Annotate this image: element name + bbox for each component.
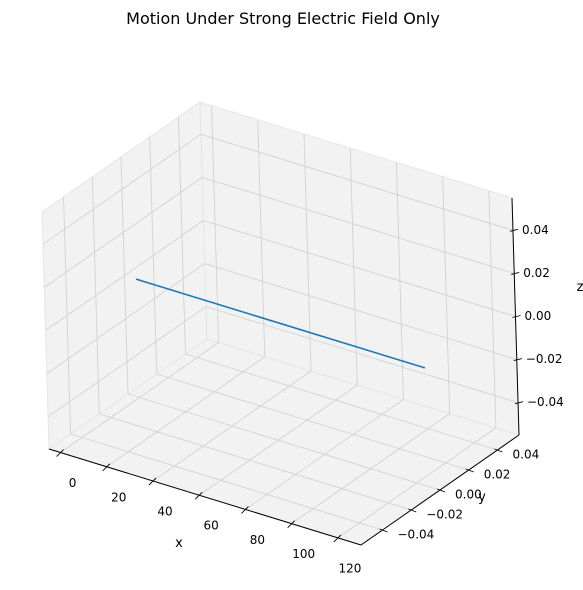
grid-lines: [42, 105, 519, 539]
y-grid-line-floor: [156, 373, 469, 471]
tick-marks: [48, 197, 524, 546]
x-tick-mark: [333, 534, 342, 543]
z-tick-mark: [513, 358, 522, 362]
y-tick-label: 0.00: [455, 488, 482, 502]
z-tick-label: −0.04: [527, 395, 564, 409]
y-axis-label: y: [478, 490, 486, 505]
z-tick-label: 0.04: [522, 223, 549, 237]
x-tick-label: 120: [338, 561, 361, 575]
z-tick-label: −0.02: [526, 352, 563, 366]
z-tick-mark: [509, 228, 519, 232]
x-tick-label: 0: [69, 476, 77, 490]
z-grid-line-back: [203, 220, 516, 317]
z-grid-line-left: [47, 306, 207, 418]
x-tick-label: 60: [204, 519, 219, 533]
y-tick-label: 0.04: [513, 448, 540, 462]
y-grid-line-floor: [127, 393, 441, 491]
x-tick-mark: [148, 477, 157, 486]
y-tick-mark: [408, 508, 417, 513]
z-axis-label: z: [577, 280, 583, 295]
x-tick-label: 100: [292, 547, 315, 561]
y-tick-label: −0.04: [398, 528, 435, 542]
x-tick-label: 20: [111, 490, 126, 504]
chart-title: Motion Under Strong Electric Field Only: [126, 9, 440, 28]
x-tick-mark: [194, 491, 203, 500]
y-grid-line-floor: [99, 413, 412, 511]
y-grid-line-floor: [185, 353, 498, 451]
x-tick-mark: [102, 463, 111, 472]
z-grid-line-left: [42, 133, 202, 245]
z-tick-mark: [514, 401, 524, 405]
z-grid-line-left: [43, 177, 203, 288]
tick-labels: 020406080100120−0.04−0.020.000.020.04−0.…: [69, 223, 564, 576]
z-tick-mark: [511, 271, 520, 275]
z-tick-mark: [512, 315, 521, 318]
y-tick-mark: [379, 528, 388, 533]
z-tick-label: 0.00: [525, 309, 552, 323]
y-tick-mark: [465, 468, 474, 473]
trajectory-line: [135, 278, 426, 369]
x-axis-line: [48, 448, 362, 546]
z-grid-line-left: [46, 263, 206, 374]
x-tick-mark: [287, 520, 295, 528]
y-grid-line-floor: [70, 433, 383, 531]
y-tick-label: −0.02: [426, 508, 463, 522]
x-tick-mark: [56, 449, 64, 457]
z-grid-line-back: [202, 176, 515, 274]
y-tick-label: 0.02: [484, 468, 511, 482]
x-tick-label: 80: [250, 533, 265, 547]
y-tick-mark: [494, 448, 503, 453]
z-grid-line-back: [204, 263, 517, 361]
y-tick-mark: [436, 488, 446, 493]
z-grid-line-left: [45, 220, 204, 331]
x-axis-label: x: [175, 536, 183, 551]
z-grid-line-back: [200, 133, 514, 231]
x-tick-label: 40: [157, 505, 172, 519]
z-tick-label: 0.02: [523, 266, 550, 280]
z-grid-line-back: [205, 306, 519, 404]
x-tick-mark: [241, 506, 249, 514]
data-series: [135, 278, 426, 369]
